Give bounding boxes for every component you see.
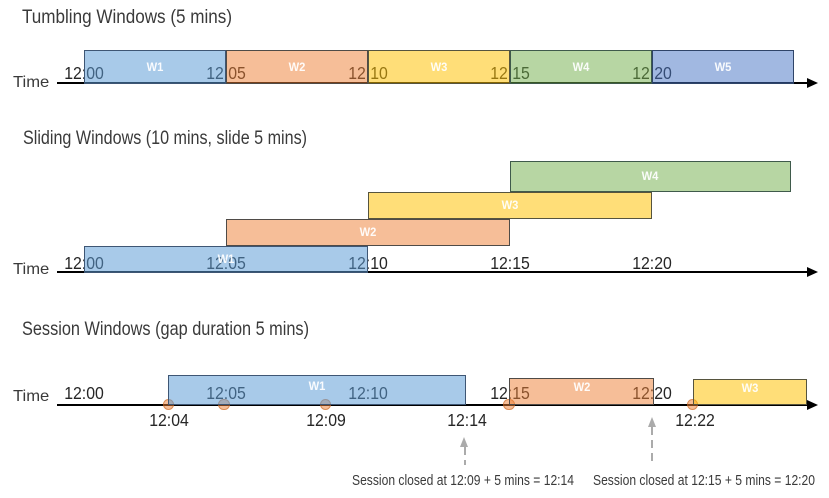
time-axis-label: Time	[12, 260, 49, 278]
window-label-tumbling-w1: W1	[146, 59, 163, 74]
session-close-arrow-shaft	[651, 426, 654, 463]
tick-label-12-15: 12:15	[489, 252, 530, 273]
window-box-session-w2: W2	[509, 377, 654, 405]
time-axis	[57, 270, 808, 273]
window-label-tumbling-w3: W3	[430, 59, 447, 74]
event-time-label-12-09: 12:09	[305, 410, 346, 431]
window-label-tumbling-w5: W5	[714, 59, 731, 74]
tick-label-12-00: 12:00	[63, 383, 104, 404]
session-close-arrow-shaft	[463, 447, 466, 465]
window-box-session-w3: W3	[692, 379, 807, 405]
window-label-tumbling-w4: W4	[572, 59, 589, 74]
time-axis-label: Time	[12, 73, 49, 91]
session-close-arrow-icon	[647, 416, 656, 427]
window-box-tumbling-w2: W2	[225, 49, 368, 84]
window-box-tumbling-w5: W5	[651, 49, 794, 84]
axis-arrow-icon	[807, 78, 818, 88]
axis-arrow-icon	[807, 266, 818, 277]
window-box-tumbling-w1: W1	[83, 49, 226, 84]
tick-label-12-20: 12:20	[631, 252, 672, 273]
window-label-sliding-w4: W4	[641, 169, 659, 184]
window-label-sliding-w1: W1	[217, 252, 234, 267]
session-close-annotation-1: Session closed at 12:09 + 5 mins = 12:14	[352, 471, 575, 489]
axis-arrow-icon	[807, 399, 818, 410]
event-time-label-12-14: 12:14	[446, 410, 487, 431]
window-box-sliding-w3: W3	[367, 192, 652, 219]
window-label-tumbling-w2: W2	[288, 59, 305, 74]
window-box-session-w1: W1	[167, 374, 466, 405]
window-box-sliding-w2: W2	[225, 218, 510, 246]
section-title-sliding: Sliding Windows (10 mins, slide 5 mins)	[22, 127, 307, 150]
section-title-session: Session Windows (gap duration 5 mins)	[21, 318, 309, 340]
window-label-session-w2: W2	[573, 380, 590, 395]
window-label-sliding-w3: W3	[501, 198, 518, 213]
window-box-sliding-w1: W1	[83, 246, 368, 273]
section-title-tumbling: Tumbling Windows (5 mins)	[22, 6, 233, 28]
window-label-session-w1: W1	[308, 378, 325, 393]
window-box-tumbling-w3: W3	[367, 49, 510, 84]
session-close-arrow-icon	[460, 437, 469, 447]
time-axis-label: Time	[12, 388, 49, 406]
window-label-sliding-w2: W2	[359, 225, 376, 240]
session-close-annotation-2: Session closed at 12:15 + 5 mins = 12:20	[592, 471, 815, 489]
window-box-tumbling-w4: W4	[509, 49, 652, 84]
window-box-sliding-w4: W4	[509, 160, 791, 192]
event-time-label-12-04: 12:04	[149, 410, 189, 431]
window-label-session-w3: W3	[741, 381, 758, 395]
event-time-label-12-22: 12:22	[674, 410, 715, 431]
